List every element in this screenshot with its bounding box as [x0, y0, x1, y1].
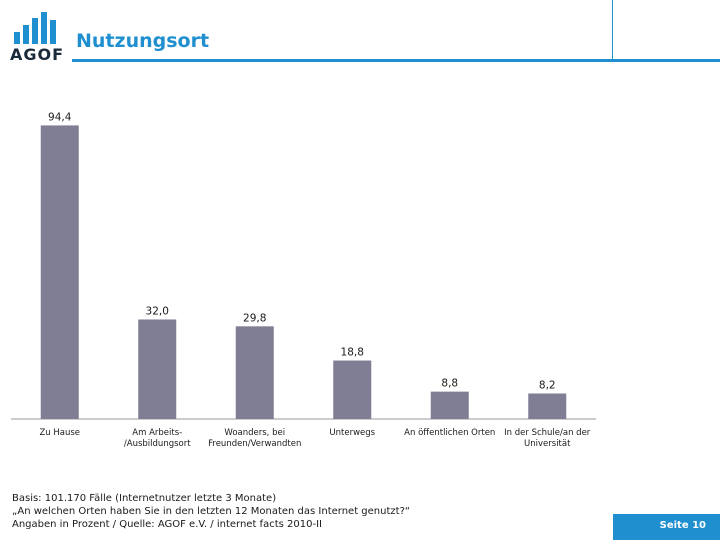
category-label-2-0: Woanders, bei	[224, 428, 285, 438]
category-label-5-0: In der Schule/an der	[504, 428, 591, 438]
logo-bars-icon	[14, 12, 62, 44]
agof-logo: AGOF	[10, 12, 66, 64]
category-label-1-0: Am Arbeits-	[132, 428, 182, 438]
footer-basis: Basis: 101.170 Fälle (Internetnutzer let…	[12, 493, 277, 504]
value-label-0: 94,4	[48, 111, 72, 123]
page-number: Seite 10	[659, 520, 706, 531]
bar-3	[333, 360, 372, 419]
page-title: Nutzungsort	[76, 30, 210, 52]
category-label-3-0: Unterwegs	[329, 428, 375, 438]
category-label-1-1: /Ausbildungsort	[124, 439, 191, 449]
header-divider	[612, 0, 613, 60]
bar-1	[138, 319, 177, 419]
value-label-5: 8,2	[539, 379, 556, 391]
bar-chart: 94,4 Zu Hause 32,0 Am Arbeits-/Ausbildungso…	[11, 111, 596, 449]
category-label-0-0: Zu Hause	[39, 428, 80, 438]
category-label-4-0: An öffentlichen Orten	[404, 428, 495, 438]
category-label-5-1: Universität	[524, 439, 571, 449]
page-number-box: Seite 10	[613, 514, 720, 540]
footer-question: „An welchen Orten haben Sie in den letzt…	[12, 506, 411, 517]
value-label-2: 29,8	[243, 312, 266, 324]
value-label-1: 32,0	[146, 305, 169, 317]
footer-notes: Basis: 101.170 Fälle (Internetnutzer let…	[12, 492, 410, 531]
value-label-3: 18,8	[341, 347, 364, 359]
bar-5	[528, 393, 567, 419]
bar-4	[430, 391, 469, 419]
title-divider	[72, 59, 720, 62]
category-label-2-1: Freunden/Verwandten	[208, 439, 301, 449]
bar-0	[40, 125, 79, 419]
footer-source: Angaben in Prozent / Quelle: AGOF e.V. /…	[12, 519, 322, 530]
bar-2	[235, 326, 274, 419]
logo-text: AGOF	[10, 45, 65, 64]
value-label-4: 8,8	[441, 378, 458, 390]
